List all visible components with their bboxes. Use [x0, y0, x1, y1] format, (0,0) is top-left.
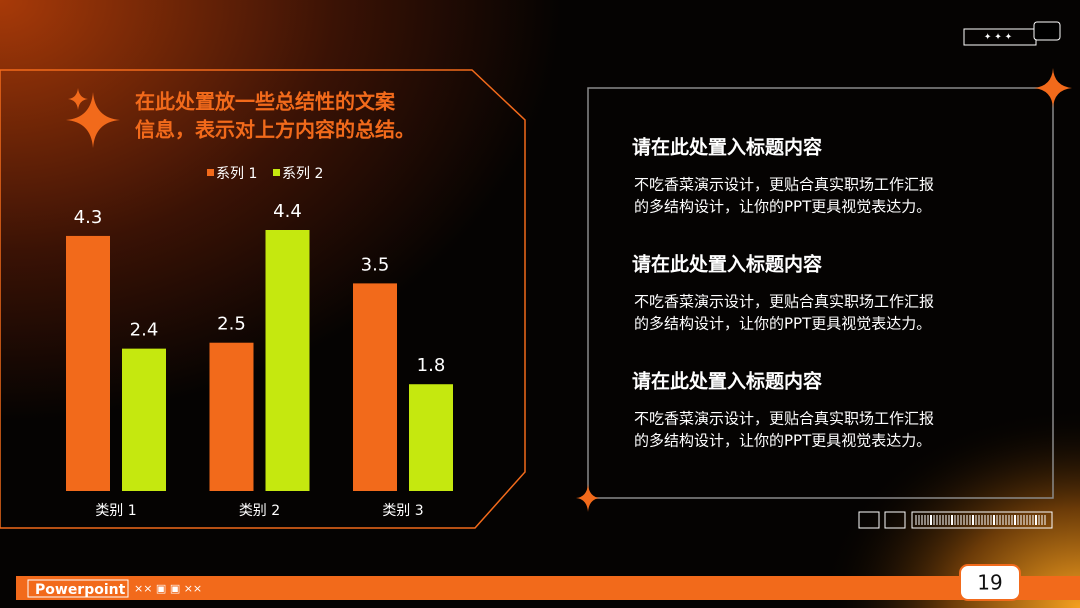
footer-brand: Powerpoint [35, 582, 126, 598]
panel-body: 不吃香菜演示设计，更贴合真实职场工作汇报 [634, 410, 934, 428]
x-tick-label: 类别 1 [95, 503, 136, 519]
page-number: 19 [977, 571, 1002, 595]
barcode-lines [915, 515, 1046, 525]
deco-box [858, 511, 880, 529]
deco-icon [1033, 21, 1061, 41]
panel-body: 的多结构设计，让你的PPT更具视觉表达力。 [634, 315, 931, 333]
star-icon [1034, 68, 1072, 108]
data-label: 4.3 [74, 207, 103, 228]
data-label: 4.4 [273, 201, 302, 222]
deco-box [884, 511, 906, 529]
footer-box [27, 579, 129, 598]
panel-body: 的多结构设计，让你的PPT更具视觉表达力。 [634, 198, 931, 216]
bar [409, 384, 453, 491]
chart-frame [0, 69, 526, 529]
legend-swatch [273, 169, 280, 176]
barcode [911, 511, 1053, 529]
bar [66, 235, 110, 491]
star-icon [66, 92, 120, 148]
data-label: 2.4 [130, 320, 159, 341]
legend-swatch [207, 169, 214, 176]
data-label: 1.8 [417, 355, 446, 376]
panel-body: 不吃香菜演示设计，更贴合真实职场工作汇报 [634, 176, 934, 194]
star-icon [576, 484, 600, 512]
bar [209, 342, 254, 491]
text-panel [587, 87, 1054, 499]
footer-bar [16, 576, 1080, 600]
data-label: 3.5 [361, 254, 390, 275]
legend-label: 系列 1 [216, 166, 257, 182]
bar [122, 348, 166, 491]
x-tick-label: 类别 2 [239, 503, 280, 519]
panel-body: 的多结构设计，让你的PPT更具视觉表达力。 [634, 432, 931, 450]
bar [353, 283, 397, 491]
legend-label: 系列 2 [282, 166, 323, 182]
page-box [959, 564, 1021, 601]
caption: 信息，表示对上方内容的总结。 [135, 118, 415, 142]
panel-body: 不吃香菜演示设计，更贴合真实职场工作汇报 [634, 293, 934, 311]
panel-title: 请在此处置入标题内容 [632, 253, 822, 276]
footer-deco: ×× ▣ ▣ ×× [134, 582, 202, 595]
data-label: 2.5 [217, 314, 246, 335]
caption: 在此处置放一些总结性的文案 [135, 90, 396, 114]
deco-stars: ✦ ✦ ✦ [984, 33, 1013, 43]
star-icon [68, 88, 88, 110]
bar [265, 230, 310, 491]
x-tick-label: 类别 3 [382, 503, 423, 519]
panel-title: 请在此处置入标题内容 [632, 370, 822, 393]
panel-title: 请在此处置入标题内容 [632, 136, 822, 159]
